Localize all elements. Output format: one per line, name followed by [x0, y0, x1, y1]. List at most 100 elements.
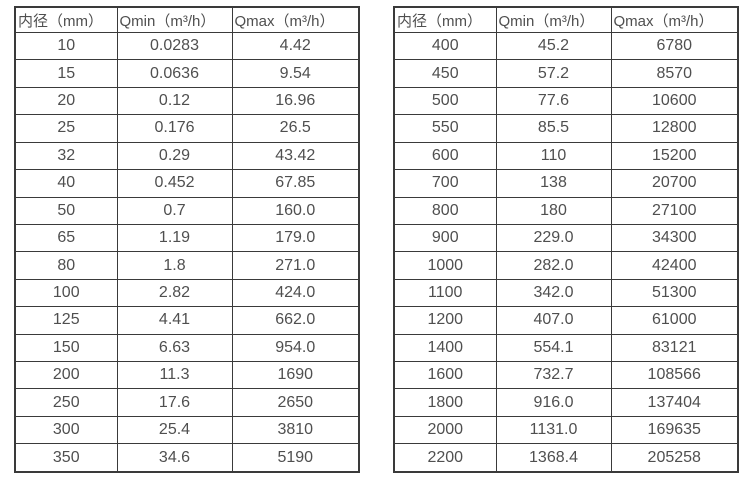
cell-qmax: 137404 — [610, 388, 739, 417]
col-header-diameter: 内径（mm） — [14, 6, 118, 33]
table-row: 20 0.12 16.96 — [14, 86, 360, 116]
cell-qmax: 160.0 — [231, 196, 360, 225]
cell-qmin: 0.7 — [116, 196, 233, 225]
cell-qmin: 0.12 — [116, 86, 233, 116]
table-row: 65 1.19 179.0 — [14, 223, 360, 253]
cell-qmin: 229.0 — [495, 223, 612, 253]
table-row: 1200 407.0 61000 — [393, 306, 739, 335]
table-row: 500 77.6 10600 — [393, 86, 739, 116]
cell-diameter: 2200 — [393, 443, 497, 473]
cell-qmax: 2650 — [231, 388, 360, 417]
cell-qmax: 61000 — [610, 306, 739, 335]
table-row: 350 34.6 5190 — [14, 443, 360, 473]
table-row: 1000 282.0 42400 — [393, 251, 739, 280]
cell-diameter: 1600 — [393, 361, 497, 390]
cell-diameter: 400 — [393, 31, 497, 61]
cell-qmin: 0.176 — [116, 114, 233, 143]
cell-qmin: 34.6 — [116, 443, 233, 473]
cell-qmax: 67.85 — [231, 169, 360, 198]
cell-diameter: 300 — [14, 415, 118, 445]
cell-diameter: 250 — [14, 388, 118, 417]
table-row: 50 0.7 160.0 — [14, 196, 360, 225]
table-row: 32 0.29 43.42 — [14, 141, 360, 171]
cell-qmin: 1131.0 — [495, 415, 612, 445]
table-row: 10 0.0283 4.42 — [14, 31, 360, 61]
flow-tables-container: 内径（mm） Qmin（m³/h） Qmax（m³/h） 10 0.0283 4.42 15… — [14, 6, 739, 473]
cell-qmin: 4.41 — [116, 306, 233, 335]
cell-diameter: 80 — [14, 251, 118, 280]
cell-diameter: 500 — [393, 86, 497, 116]
table-row: 2200 1368.4 205258 — [393, 443, 739, 473]
cell-qmax: 179.0 — [231, 223, 360, 253]
cell-qmin: 57.2 — [495, 59, 612, 88]
cell-qmax: 1690 — [231, 361, 360, 390]
cell-qmax: 10600 — [610, 86, 739, 116]
table-row: 25 0.176 26.5 — [14, 114, 360, 143]
cell-qmax: 6780 — [610, 31, 739, 61]
table-row: 800 180 27100 — [393, 196, 739, 225]
cell-qmax: 16.96 — [231, 86, 360, 116]
cell-diameter: 200 — [14, 361, 118, 390]
table-row: 200 11.3 1690 — [14, 361, 360, 390]
table-row: 900 229.0 34300 — [393, 223, 739, 253]
cell-qmin: 342.0 — [495, 278, 612, 308]
cell-qmin: 0.452 — [116, 169, 233, 198]
cell-diameter: 10 — [14, 31, 118, 61]
cell-diameter: 1000 — [393, 251, 497, 280]
cell-qmax: 8570 — [610, 59, 739, 88]
cell-qmax: 271.0 — [231, 251, 360, 280]
cell-diameter: 32 — [14, 141, 118, 171]
cell-diameter: 1400 — [393, 333, 497, 363]
cell-qmin: 1368.4 — [495, 443, 612, 473]
table-row: 550 85.5 12800 — [393, 114, 739, 143]
cell-qmax: 15200 — [610, 141, 739, 171]
cell-diameter: 40 — [14, 169, 118, 198]
cell-qmin: 11.3 — [116, 361, 233, 390]
cell-qmin: 2.82 — [116, 278, 233, 308]
cell-diameter: 350 — [14, 443, 118, 473]
cell-qmax: 5190 — [231, 443, 360, 473]
cell-qmax: 42400 — [610, 251, 739, 280]
cell-qmin: 45.2 — [495, 31, 612, 61]
table-row: 150 6.63 954.0 — [14, 333, 360, 363]
cell-qmax: 43.42 — [231, 141, 360, 171]
cell-diameter: 150 — [14, 333, 118, 363]
cell-qmax: 9.54 — [231, 59, 360, 88]
cell-qmax: 3810 — [231, 415, 360, 445]
cell-diameter: 1200 — [393, 306, 497, 335]
table-row: 700 138 20700 — [393, 169, 739, 198]
table-row: 250 17.6 2650 — [14, 388, 360, 417]
table-row: 80 1.8 271.0 — [14, 251, 360, 280]
table-row: 1600 732.7 108566 — [393, 361, 739, 390]
cell-diameter: 15 — [14, 59, 118, 88]
cell-qmin: 554.1 — [495, 333, 612, 363]
cell-qmin: 0.0283 — [116, 31, 233, 61]
cell-diameter: 600 — [393, 141, 497, 171]
table-row: 450 57.2 8570 — [393, 59, 739, 88]
cell-qmin: 25.4 — [116, 415, 233, 445]
cell-qmin: 1.19 — [116, 223, 233, 253]
table-row: 1800 916.0 137404 — [393, 388, 739, 417]
cell-qmin: 180 — [495, 196, 612, 225]
flow-table-small-diameters: 内径（mm） Qmin（m³/h） Qmax（m³/h） 10 0.0283 4.42 15… — [14, 6, 360, 473]
cell-qmax: 34300 — [610, 223, 739, 253]
cell-diameter: 1800 — [393, 388, 497, 417]
cell-qmax: 169635 — [610, 415, 739, 445]
col-header-qmin: Qmin（m³/h） — [495, 6, 612, 33]
table-row: 15 0.0636 9.54 — [14, 59, 360, 88]
cell-qmin: 1.8 — [116, 251, 233, 280]
cell-diameter: 1100 — [393, 278, 497, 308]
header-row: 内径（mm） Qmin（m³/h） Qmax（m³/h） — [14, 6, 360, 33]
cell-diameter: 25 — [14, 114, 118, 143]
cell-qmax: 26.5 — [231, 114, 360, 143]
cell-qmax: 954.0 — [231, 333, 360, 363]
cell-diameter: 65 — [14, 223, 118, 253]
table-row: 1400 554.1 83121 — [393, 333, 739, 363]
cell-qmin: 110 — [495, 141, 612, 171]
cell-qmin: 916.0 — [495, 388, 612, 417]
cell-qmax: 4.42 — [231, 31, 360, 61]
cell-qmax: 83121 — [610, 333, 739, 363]
cell-qmax: 662.0 — [231, 306, 360, 335]
table-row: 300 25.4 3810 — [14, 415, 360, 445]
cell-qmax: 205258 — [610, 443, 739, 473]
